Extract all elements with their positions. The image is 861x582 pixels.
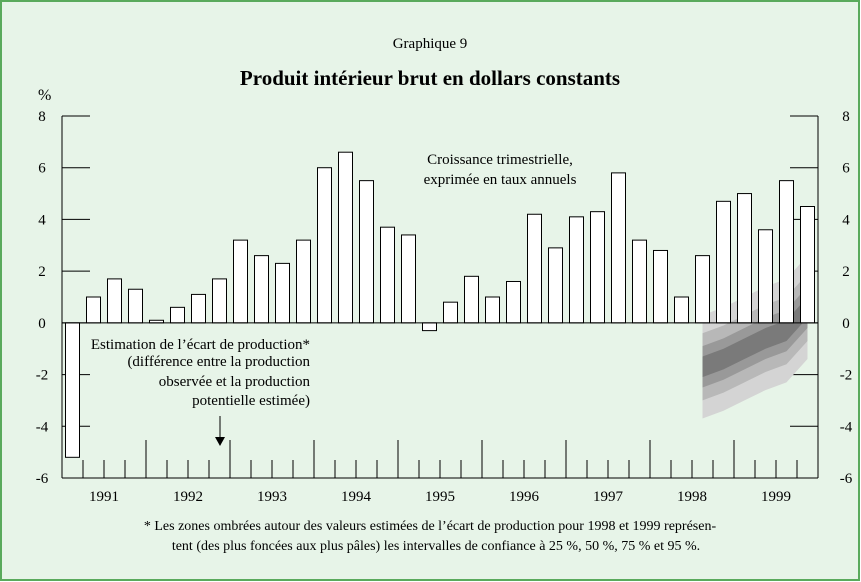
bar xyxy=(527,213,542,324)
bar xyxy=(674,296,689,324)
x-tick-label: 1996 xyxy=(509,489,540,505)
bar xyxy=(632,239,647,324)
x-tick-label: 1991 xyxy=(89,489,119,505)
bar xyxy=(737,193,752,324)
footnote: * Les zones ombrées autour des valeurs e… xyxy=(144,519,717,534)
bar xyxy=(170,306,185,324)
x-tick-label: 1994 xyxy=(341,489,372,505)
bar xyxy=(464,275,479,324)
bar xyxy=(422,322,437,332)
bar xyxy=(443,301,458,324)
plot: -6 -6 -4 -4 -2 -2 0 0 2 2 4 4 6 6 8 8 1991 1992 1993 1994 19… xyxy=(36,109,853,505)
y-tick-label: -4 xyxy=(36,419,49,435)
chart-title: Produit intérieur brut en dollars consta… xyxy=(240,66,620,90)
x-tick-label: 1998 xyxy=(677,489,707,505)
bar xyxy=(401,234,416,324)
bar xyxy=(800,206,815,324)
y-tick-label: -4 xyxy=(840,419,853,435)
bar xyxy=(485,296,500,324)
bar xyxy=(338,151,353,324)
y-tick-label: 8 xyxy=(38,109,46,125)
bar xyxy=(569,216,584,324)
bar xyxy=(317,167,332,324)
bar xyxy=(716,200,731,324)
bar xyxy=(695,255,710,324)
line-annotation: observée et la production xyxy=(159,374,311,390)
bar xyxy=(611,172,626,324)
line-annotation: potentielle estimée) xyxy=(192,393,310,409)
y-tick-label: -2 xyxy=(840,368,853,384)
bar-annotation: exprimée en taux annuels xyxy=(424,172,577,188)
footnote: tent (des plus foncées aux plus pâles) l… xyxy=(172,539,700,554)
bar xyxy=(212,278,227,324)
y-tick-label: 8 xyxy=(842,109,850,125)
line-annotation: Estimation de l’écart de production* xyxy=(91,337,310,353)
y-tick-label: 0 xyxy=(38,316,46,332)
bar xyxy=(653,249,668,324)
bar xyxy=(296,239,311,324)
x-tick-label: 1995 xyxy=(425,489,455,505)
bar xyxy=(779,180,794,324)
chart-label: Graphique 9 xyxy=(393,36,468,52)
bar xyxy=(380,226,395,324)
bar-annotation: Croissance trimestrielle, xyxy=(427,152,573,168)
bar xyxy=(254,255,269,324)
bar xyxy=(107,278,122,324)
bar xyxy=(191,293,206,324)
bar xyxy=(359,180,374,324)
arrow-head xyxy=(215,437,225,446)
bar xyxy=(590,211,605,324)
confidence-band xyxy=(702,297,808,378)
y-axis-label: % xyxy=(38,87,51,104)
y-tick-label: -6 xyxy=(840,471,853,487)
y-tick-label: -6 xyxy=(36,471,49,487)
y-tick-label: -2 xyxy=(36,368,49,384)
line-annotation: (différence entre la production xyxy=(127,354,310,370)
bar xyxy=(233,239,248,324)
y-tick-label: 4 xyxy=(38,212,46,228)
x-tick-label: 1999 xyxy=(761,489,791,505)
y-tick-label: 2 xyxy=(842,264,850,280)
bar xyxy=(128,288,143,324)
bar xyxy=(548,247,563,324)
y-tick-label: 0 xyxy=(842,316,850,332)
bar xyxy=(65,322,80,458)
y-tick-label: 6 xyxy=(842,161,850,177)
bar xyxy=(275,262,290,324)
bar xyxy=(506,280,521,324)
x-tick-label: 1993 xyxy=(257,489,287,505)
x-tick-label: 1997 xyxy=(593,489,624,505)
bar xyxy=(86,296,101,324)
bar xyxy=(758,229,773,324)
y-tick-label: 4 xyxy=(842,212,850,228)
y-tick-label: 2 xyxy=(38,264,46,280)
y-tick-label: 6 xyxy=(38,161,46,177)
x-tick-label: 1992 xyxy=(173,489,203,505)
